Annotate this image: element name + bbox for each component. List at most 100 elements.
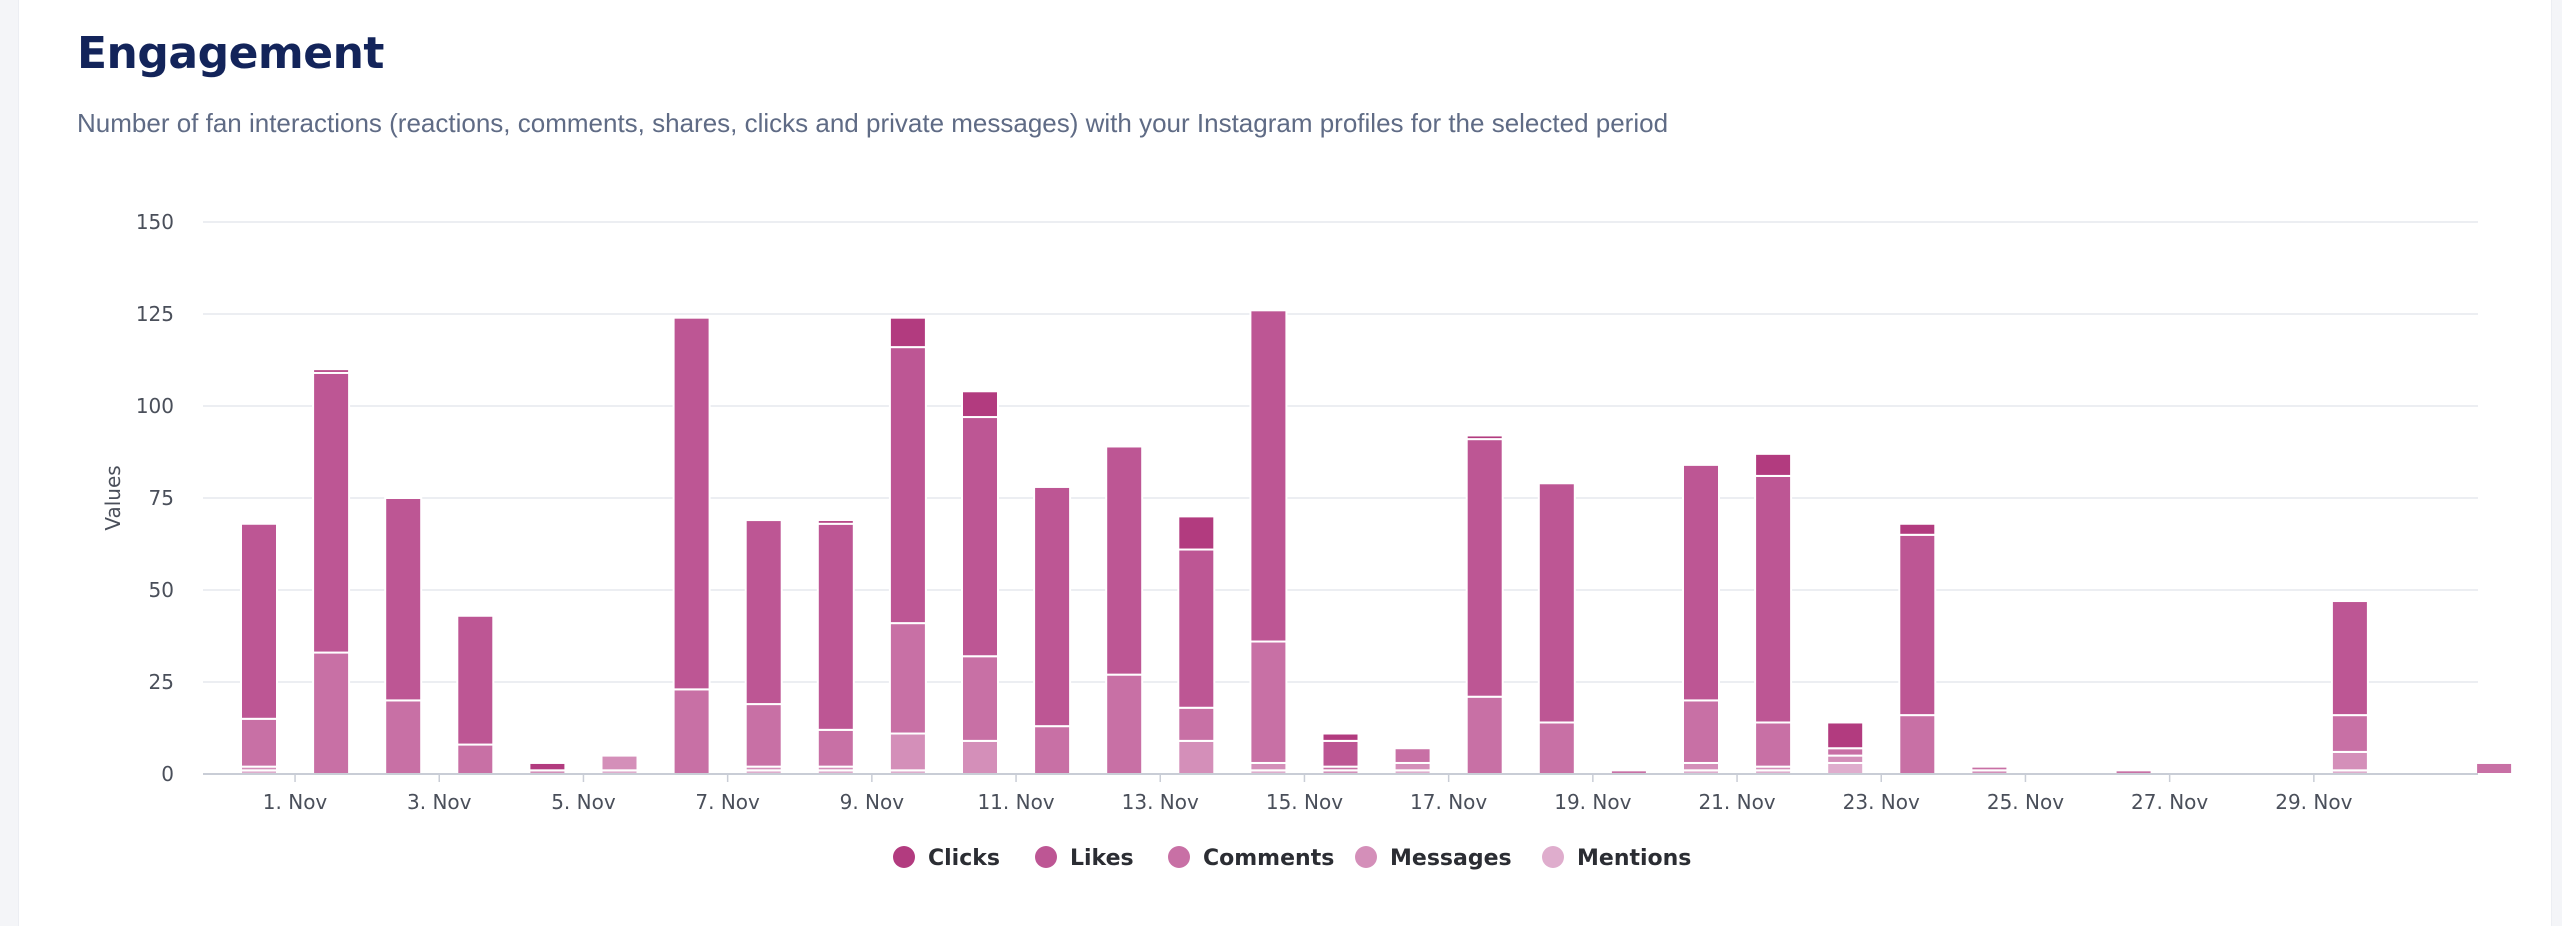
bar-segment-likes[interactable] [312, 371, 351, 654]
bar-segment-likes[interactable] [1682, 463, 1720, 702]
bar-segment-comments[interactable] [1465, 695, 1504, 775]
bar-segment-messages[interactable] [1393, 761, 1432, 772]
bar-segment-likes[interactable] [2330, 600, 2369, 717]
x-tick-label: 29. Nov [2275, 790, 2352, 814]
y-tick-label: 150 [136, 210, 174, 234]
x-tick-label: 17. Nov [1410, 790, 1487, 814]
legend-item-mentions[interactable]: Mentions [1542, 846, 1691, 871]
bar-segment-mentions[interactable] [1826, 761, 1865, 776]
bar-segment-clicks[interactable] [1898, 522, 1937, 536]
legend: Clicks Likes Comments Messages Mentions [893, 846, 1691, 871]
bar-segment-messages[interactable] [888, 732, 927, 772]
bar-segment-clicks[interactable] [1826, 721, 1865, 750]
bar-segment-clicks[interactable] [1177, 515, 1216, 551]
legend-label: Likes [1070, 846, 1134, 871]
x-axis-ticks: 1. Nov 3. Nov 5. Nov 7. Nov 9. Nov 11. Nov 13.… [263, 774, 2353, 814]
bar-segment-likes[interactable] [961, 416, 999, 658]
y-tick-label: 50 [149, 578, 174, 602]
legend-label: Mentions [1577, 846, 1691, 871]
bar-segment-comments[interactable] [1682, 699, 1720, 764]
legend-item-likes[interactable]: Likes [1035, 846, 1134, 871]
bar-segment-likes[interactable] [672, 316, 711, 691]
bar-segment-comments[interactable] [1033, 725, 1072, 775]
bar-segment-comments[interactable] [2330, 714, 2369, 753]
bar-segment-clicks[interactable] [1321, 732, 1360, 742]
legend-item-clicks[interactable]: Clicks [893, 846, 1000, 871]
bar-segment-comments[interactable] [672, 688, 711, 775]
bar-segment-comments[interactable] [1105, 673, 1144, 776]
legend-item-comments[interactable]: Comments [1168, 846, 1334, 871]
x-tick-label: 27. Nov [2131, 790, 2208, 814]
bar-segment-comments[interactable] [1970, 765, 2009, 772]
legend-label: Messages [1390, 846, 1512, 871]
bar-segment-likes[interactable] [1105, 445, 1144, 676]
bar-segment-likes[interactable] [888, 346, 927, 625]
bar-segment-likes[interactable] [1177, 548, 1216, 709]
bar-segment-clicks[interactable] [816, 519, 855, 525]
bar-segment-messages[interactable] [1826, 754, 1865, 764]
card-subtitle: Number of fan interactions (reactions, c… [77, 108, 1669, 138]
legend-marker-icon [893, 846, 915, 868]
y-axis-ticks: 0 25 50 75 100 125 150 [136, 210, 174, 786]
bar-segment-likes[interactable] [1754, 474, 1793, 724]
x-tick-label: 23. Nov [1843, 790, 1920, 814]
x-tick-label: 1. Nov [263, 790, 328, 814]
bar-segment-clicks[interactable] [1754, 452, 1793, 477]
bar-segment-comments[interactable] [1826, 747, 1865, 757]
x-tick-label: 19. Nov [1554, 790, 1631, 814]
bar-segment-clicks[interactable] [888, 316, 927, 349]
gridlines [203, 221, 2478, 683]
bar-segment-likes[interactable] [384, 497, 423, 702]
y-tick-label: 0 [161, 762, 174, 786]
bar-segment-comments[interactable] [1393, 747, 1432, 764]
bar-segment-likes[interactable] [1537, 482, 1576, 724]
bar-segment-likes[interactable] [1249, 309, 1288, 643]
bar-segment-comments[interactable] [456, 743, 495, 775]
bar-segment-likes[interactable] [1033, 485, 1072, 728]
bar-segment-comments[interactable] [961, 655, 999, 742]
legend-marker-icon [1035, 846, 1057, 868]
bar-segment-likes[interactable] [1321, 739, 1360, 768]
x-tick-label: 15. Nov [1266, 790, 1343, 814]
bar-segment-messages[interactable] [1682, 761, 1720, 772]
bar-segment-comments[interactable] [816, 728, 855, 768]
bar-segment-comments[interactable] [240, 717, 278, 768]
bar-segment-messages[interactable] [1249, 761, 1288, 772]
legend-marker-icon [1168, 846, 1190, 868]
bar-segment-comments[interactable] [1249, 640, 1288, 764]
bar-segment-likes[interactable] [744, 519, 783, 706]
bar-segment-clicks[interactable] [312, 368, 351, 374]
bar-segment-likes[interactable] [456, 614, 495, 746]
bar-segment-comments[interactable] [2475, 761, 2514, 776]
bar-segment-clicks[interactable] [528, 761, 567, 772]
card-title: Engagement [77, 28, 384, 79]
bar-segment-messages[interactable] [2330, 750, 2369, 772]
x-tick-label: 21. Nov [1698, 790, 1775, 814]
bar-segment-likes[interactable] [1898, 533, 1937, 717]
bar-segment-comments[interactable] [1537, 721, 1576, 775]
bar-segment-likes[interactable] [816, 522, 855, 731]
bar-segment-clicks[interactable] [961, 390, 999, 419]
bar-segment-comments[interactable] [1898, 714, 1937, 775]
bar-segment-comments[interactable] [744, 703, 783, 768]
bar-segment-clicks[interactable] [1465, 434, 1504, 441]
bar-segment-messages[interactable] [600, 754, 639, 772]
bar-segment-likes[interactable] [1465, 438, 1504, 698]
bar-segment-likes[interactable] [240, 522, 278, 720]
bars [240, 309, 2514, 776]
x-tick-label: 9. Nov [840, 790, 905, 814]
y-tick-label: 25 [149, 670, 174, 694]
bar-segment-messages[interactable] [1177, 739, 1216, 776]
bar-segment-comments[interactable] [1754, 721, 1793, 768]
y-tick-label: 75 [149, 486, 174, 510]
bar-segment-comments[interactable] [888, 622, 927, 735]
y-axis-title: Values [101, 465, 125, 530]
bar-segment-comments[interactable] [1177, 706, 1216, 742]
bar-segment-messages[interactable] [961, 739, 999, 776]
legend-item-messages[interactable]: Messages [1355, 846, 1512, 871]
x-tick-label: 13. Nov [1122, 790, 1199, 814]
bar-segment-comments[interactable] [384, 699, 423, 776]
bar-segment-comments[interactable] [312, 651, 351, 775]
x-tick-label: 3. Nov [407, 790, 472, 814]
